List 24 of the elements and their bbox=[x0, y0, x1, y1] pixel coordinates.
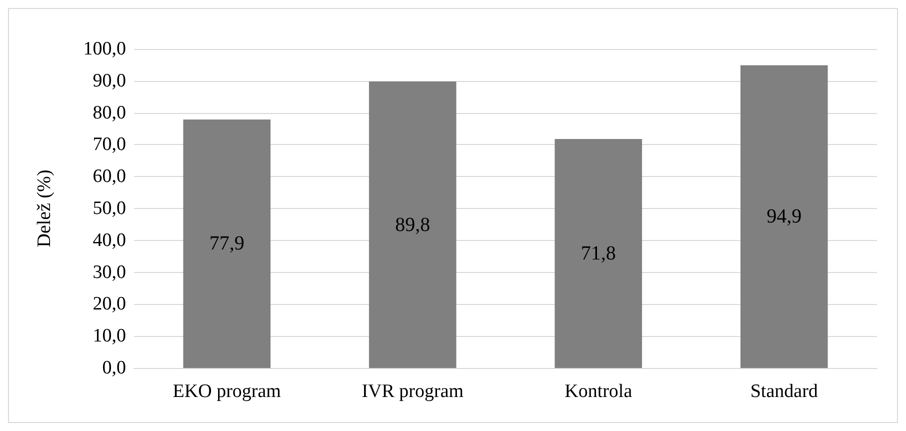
y-tick-label: 0,0 bbox=[102, 358, 126, 378]
y-tick-label: 90,0 bbox=[92, 70, 126, 92]
y-tick-label: 10,0 bbox=[92, 326, 126, 347]
y-tick-label: 80,0 bbox=[92, 102, 126, 124]
x-tick-label: IVR program bbox=[362, 381, 464, 402]
y-tick-label: 30,0 bbox=[92, 262, 126, 283]
x-tick-label: EKO program bbox=[172, 381, 282, 402]
y-tick-label: 20,0 bbox=[92, 294, 126, 315]
data-label: 94,9 bbox=[766, 206, 802, 228]
x-tick-label: Kontrola bbox=[564, 381, 633, 402]
y-axis-title: Delež (%) bbox=[34, 170, 55, 248]
y-tick-label: 70,0 bbox=[92, 134, 126, 156]
y-tick-label: 40,0 bbox=[92, 230, 126, 251]
x-tick-label: Standard bbox=[750, 381, 818, 402]
data-label: 71,8 bbox=[580, 242, 616, 264]
data-label: 77,9 bbox=[209, 232, 244, 255]
data-label: 89,8 bbox=[395, 214, 430, 236]
bar bbox=[183, 120, 271, 368]
bar bbox=[554, 138, 642, 368]
y-tick-label: 100,0 bbox=[83, 38, 126, 60]
y-tick-label: 60,0 bbox=[92, 166, 126, 188]
y-tick-label: 50,0 bbox=[92, 198, 126, 219]
bar bbox=[368, 82, 456, 368]
bar bbox=[740, 65, 828, 368]
